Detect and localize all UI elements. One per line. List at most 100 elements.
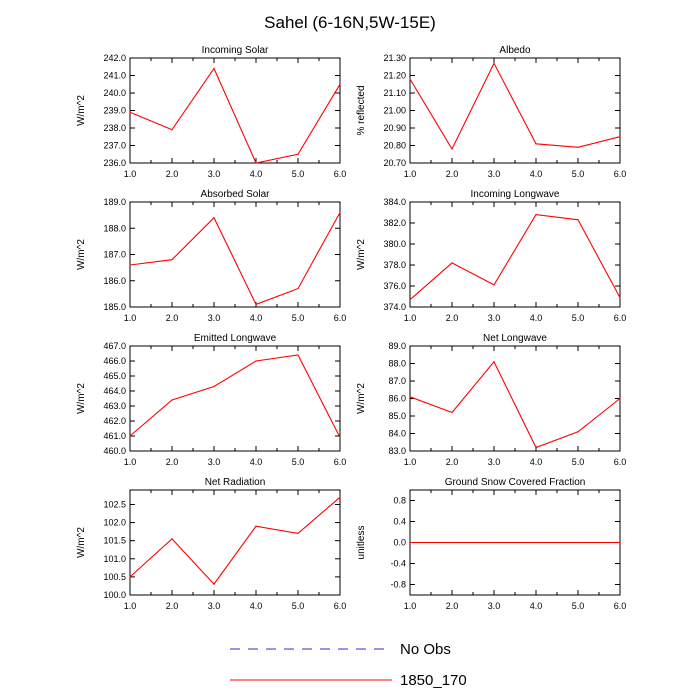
panel-title: Albedo <box>499 45 531 56</box>
y-axis-label: W/m^2 <box>76 95 87 126</box>
data-point <box>213 385 215 388</box>
x-tick-label: 6.0 <box>334 457 347 467</box>
data-point <box>129 435 131 437</box>
y-tick-label: 376.0 <box>383 281 406 291</box>
y-tick-label: 461.0 <box>103 431 126 441</box>
y-tick-label: 84.0 <box>388 429 406 439</box>
data-point <box>619 296 621 299</box>
data-point <box>409 299 411 301</box>
plot-frame <box>129 57 341 164</box>
data-point <box>577 146 579 148</box>
y-axis-label: W/m^2 <box>76 527 87 558</box>
y-tick-label: -0.4 <box>390 559 406 569</box>
y-tick-label: 187.0 <box>103 250 126 260</box>
y-tick-label: 378.0 <box>383 260 406 270</box>
x-tick-label: 4.0 <box>250 169 263 179</box>
y-tick-label: 20.70 <box>383 158 406 168</box>
x-tick-label: 2.0 <box>446 457 459 467</box>
panels-group: Incoming Solar W/m^2 1.0 2.0 3.0 4.0 5.0 6.0 236… <box>76 45 626 611</box>
panel-title: Emitted Longwave <box>194 333 277 344</box>
x-tick-label: 3.0 <box>208 457 221 467</box>
x-tick-label: 2.0 <box>446 169 459 179</box>
x-tick-label: 6.0 <box>334 601 347 611</box>
x-tick-label: 4.0 <box>250 457 263 467</box>
x-tick-label: 2.0 <box>166 457 179 467</box>
x-tick-label: 6.0 <box>334 313 347 323</box>
x-tick-label: 5.0 <box>292 313 305 323</box>
data-point <box>451 411 453 414</box>
data-point <box>339 83 341 85</box>
data-point <box>297 532 299 535</box>
x-tick-label: 1.0 <box>124 169 137 179</box>
y-tick-label: 236.0 <box>103 158 126 168</box>
data-point <box>255 360 257 362</box>
y-tick-label: 102.5 <box>103 499 126 509</box>
data-point <box>535 143 537 145</box>
data-point <box>171 129 173 131</box>
x-tick-label: 1.0 <box>404 169 417 179</box>
data-point <box>213 583 215 585</box>
y-tick-label: 83.0 <box>388 446 406 456</box>
data-point <box>493 541 495 544</box>
x-tick-label: 2.0 <box>166 313 179 323</box>
panel-3: Absorbed Solar W/m^2 1.0 2.0 3.0 4.0 5.0 6.0 185… <box>76 189 346 323</box>
x-tick-label: 5.0 <box>292 169 305 179</box>
x-tick-label: 6.0 <box>614 169 627 179</box>
series-line <box>129 67 341 164</box>
y-tick-label: 384.0 <box>383 197 406 207</box>
y-tick-label: 464.0 <box>103 386 126 396</box>
y-tick-label: -0.8 <box>390 580 406 590</box>
x-tick-label: 3.0 <box>488 169 501 179</box>
y-tick-label: 185.0 <box>103 302 126 312</box>
y-tick-label: 380.0 <box>383 239 406 249</box>
y-axis-label: W/m^2 <box>356 239 367 270</box>
x-tick-label: 3.0 <box>488 313 501 323</box>
data-point <box>297 288 299 290</box>
y-tick-label: 382.0 <box>383 218 406 228</box>
data-point <box>297 153 299 155</box>
y-tick-label: 0.8 <box>393 496 406 506</box>
x-tick-label: 3.0 <box>208 601 221 611</box>
plot-frame <box>129 345 341 452</box>
y-tick-label: 87.0 <box>388 376 406 386</box>
y-tick-label: 465.0 <box>103 371 126 381</box>
x-tick-label: 4.0 <box>250 313 263 323</box>
data-point <box>409 541 411 544</box>
data-point <box>339 436 341 439</box>
data-point <box>129 111 131 113</box>
x-tick-label: 5.0 <box>292 457 305 467</box>
data-point <box>535 214 537 216</box>
data-point <box>409 78 411 80</box>
legend-label-no-obs: No Obs <box>400 641 451 658</box>
x-tick-label: 6.0 <box>334 169 347 179</box>
x-tick-label: 4.0 <box>530 313 543 323</box>
x-tick-label: 2.0 <box>446 601 459 611</box>
panel-1: Incoming Solar W/m^2 1.0 2.0 3.0 4.0 5.0 6.0 236… <box>76 45 346 179</box>
y-tick-label: 100.0 <box>103 590 126 600</box>
plot-frame <box>129 489 341 596</box>
y-tick-label: 0.0 <box>393 538 406 548</box>
series-line <box>409 62 621 151</box>
data-point <box>577 219 579 221</box>
x-tick-label: 3.0 <box>208 313 221 323</box>
plot-frame <box>129 201 341 308</box>
x-tick-label: 1.0 <box>404 601 417 611</box>
panel-8: Ground Snow Covered Fraction unitless 1.0 2… <box>356 477 626 611</box>
y-tick-label: 240.0 <box>103 88 126 98</box>
y-tick-label: 89.0 <box>388 341 406 351</box>
y-tick-label: 466.0 <box>103 356 126 366</box>
plot-frame <box>409 201 621 308</box>
y-axis-label: W/m^2 <box>76 383 87 414</box>
panel-title: Ground Snow Covered Fraction <box>445 477 586 488</box>
data-point <box>619 136 621 138</box>
y-tick-label: 21.10 <box>383 88 406 98</box>
y-tick-label: 241.0 <box>103 71 126 81</box>
x-tick-label: 5.0 <box>572 601 585 611</box>
data-point <box>535 446 537 449</box>
series-line <box>129 496 341 585</box>
series-line <box>409 360 621 449</box>
x-tick-label: 5.0 <box>292 601 305 611</box>
y-tick-label: 460.0 <box>103 446 126 456</box>
y-tick-label: 101.5 <box>103 536 126 546</box>
data-point <box>535 541 537 544</box>
